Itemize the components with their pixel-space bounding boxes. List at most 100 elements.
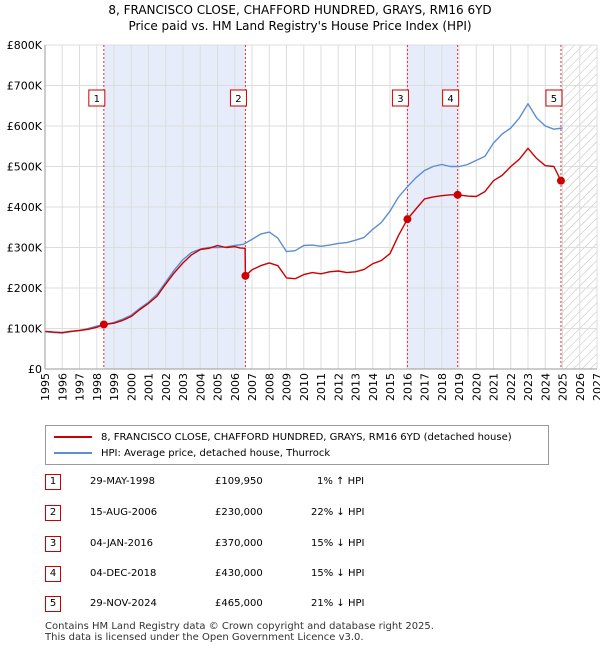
footer-copyright: Contains HM Land Registry data © Crown c… (45, 621, 434, 632)
table-row: 5 29-NOV-2024 £465,000 21% ↓ HPI (45, 596, 565, 614)
legend-item-hpi: HPI: Average price, detached house, Thur… (54, 445, 330, 461)
sale-label-number: 4 (447, 94, 453, 105)
table-row: 4 04-DEC-2018 £430,000 15% ↓ HPI (45, 566, 565, 584)
x-tick-label: 1998 (91, 373, 104, 401)
sale-hpi-diff: 22% ↓ HPI (311, 507, 365, 518)
table-row: 1 29-MAY-1998 £109,950 1% ↑ HPI (45, 474, 565, 492)
sale-label-group: 4 (442, 89, 460, 107)
sale-label-box (229, 89, 247, 107)
x-tick-label: 2016 (401, 373, 414, 401)
x-tick-label: 2009 (281, 373, 294, 401)
x-tick-label: 2015 (384, 373, 397, 401)
x-tick-label: 2002 (160, 373, 173, 401)
y-tick-label: £600K (7, 120, 43, 133)
sale-date: 29-MAY-1998 (90, 476, 156, 487)
x-tick-label: 2011 (315, 373, 328, 401)
x-tick-label: 2020 (470, 373, 483, 401)
sale-date: 29-NOV-2024 (90, 598, 157, 609)
sale-hpi-diff: 15% ↓ HPI (311, 568, 365, 579)
y-tick-label: £700K (7, 80, 43, 93)
x-tick-label: 2023 (522, 373, 535, 401)
chart-title-line2: Price paid vs. HM Land Registry's House … (128, 19, 472, 33)
sale-label-number: 3 (397, 94, 403, 105)
legend-swatch-blue (54, 452, 92, 454)
x-tick-label: 2003 (177, 373, 190, 401)
sale-label-group: 2 (229, 89, 247, 107)
y-tick-label: £0 (28, 363, 42, 376)
y-tick-label: £100K (7, 323, 43, 336)
sale-hpi-diff: 15% ↓ HPI (311, 538, 365, 549)
sale-price: £109,950 (215, 476, 263, 487)
sale-number-badge: 1 (45, 474, 61, 490)
sale-label-group: 5 (545, 89, 563, 107)
legend-label-property: 8, FRANCISCO CLOSE, CHAFFORD HUNDRED, GR… (101, 431, 512, 443)
table-row: 3 04-JAN-2016 £370,000 15% ↓ HPI (45, 536, 565, 554)
x-tick-label: 1996 (56, 373, 69, 401)
sale-point (403, 215, 412, 224)
y-tick-label: £200K (7, 282, 43, 295)
sale-label-number: 5 (551, 94, 557, 105)
x-tick-label: 2022 (505, 373, 518, 401)
x-tick-label: 2027 (591, 373, 600, 401)
x-tick-label: 2024 (539, 373, 552, 401)
sale-label-box (545, 89, 563, 107)
x-tick-label: 2018 (436, 373, 449, 401)
sale-label-group: 3 (391, 89, 409, 107)
legend: 8, FRANCISCO CLOSE, CHAFFORD HUNDRED, GR… (45, 425, 549, 465)
sale-label-box (442, 89, 460, 107)
y-tick-label: £500K (7, 161, 43, 174)
sale-date: 04-JAN-2016 (90, 538, 154, 549)
x-tick-label: 1997 (74, 373, 87, 401)
sale-label-number: 1 (94, 94, 100, 105)
sale-price: £430,000 (215, 568, 263, 579)
x-tick-label: 1999 (108, 373, 121, 401)
sale-point (556, 176, 565, 185)
sale-label-box (391, 89, 409, 107)
sale-price: £370,000 (215, 538, 263, 549)
x-tick-label: 1995 (39, 373, 52, 401)
legend-item-property: 8, FRANCISCO CLOSE, CHAFFORD HUNDRED, GR… (54, 429, 512, 445)
sale-price: £465,000 (215, 598, 263, 609)
y-tick-label: £300K (7, 242, 43, 255)
x-tick-label: 2017 (419, 373, 432, 401)
sale-date: 04-DEC-2018 (90, 568, 157, 579)
y-tick-label: £400K (7, 201, 43, 214)
sale-number-badge: 2 (45, 505, 61, 521)
hpi-line (44, 102, 563, 334)
x-tick-label: 2001 (143, 373, 156, 401)
x-tick-label: 2007 (246, 373, 259, 401)
x-tick-label: 2005 (212, 373, 225, 401)
x-tick-label: 2010 (298, 373, 311, 401)
x-tick-label: 2006 (229, 373, 242, 401)
sale-point (241, 271, 250, 280)
sale-label-box (88, 89, 106, 107)
sale-number-badge: 4 (45, 566, 61, 582)
price-chart: 1 2 3 4 5 £0 £100K £200K £300K £400K £500K £600K £70… (7, 39, 600, 401)
y-tick-label: £800K (7, 39, 43, 52)
price-paid-line (44, 147, 562, 334)
x-tick-label: 2008 (263, 373, 276, 401)
x-tick-label: 2021 (488, 373, 501, 401)
x-tick-label: 2000 (125, 373, 138, 401)
sale-hpi-diff: 1% ↑ HPI (317, 476, 365, 487)
footer-licence: This data is licensed under the Open Gov… (45, 632, 364, 643)
x-tick-label: 2014 (367, 373, 380, 401)
x-tick-label: 2025 (557, 373, 570, 401)
sale-point (99, 320, 108, 329)
chart-title-line1: 8, FRANCISCO CLOSE, CHAFFORD HUNDRED, GR… (108, 3, 492, 17)
sale-number-badge: 5 (45, 596, 61, 612)
x-tick-label: 2019 (453, 373, 466, 401)
sale-point (453, 190, 462, 199)
sale-number-badge: 3 (45, 536, 61, 552)
x-tick-label: 2026 (574, 373, 587, 401)
sale-hpi-diff: 21% ↓ HPI (311, 598, 365, 609)
x-tick-label: 2012 (332, 373, 345, 401)
sale-label-number: 2 (235, 94, 241, 105)
x-tick-label: 2004 (194, 373, 207, 401)
legend-label-hpi: HPI: Average price, detached house, Thur… (101, 447, 331, 459)
sale-label-group: 1 (88, 89, 106, 107)
table-row: 2 15-AUG-2006 £230,000 22% ↓ HPI (45, 505, 565, 523)
sale-date: 15-AUG-2006 (90, 507, 158, 518)
sale-price: £230,000 (215, 507, 263, 518)
legend-swatch-red (54, 436, 92, 438)
